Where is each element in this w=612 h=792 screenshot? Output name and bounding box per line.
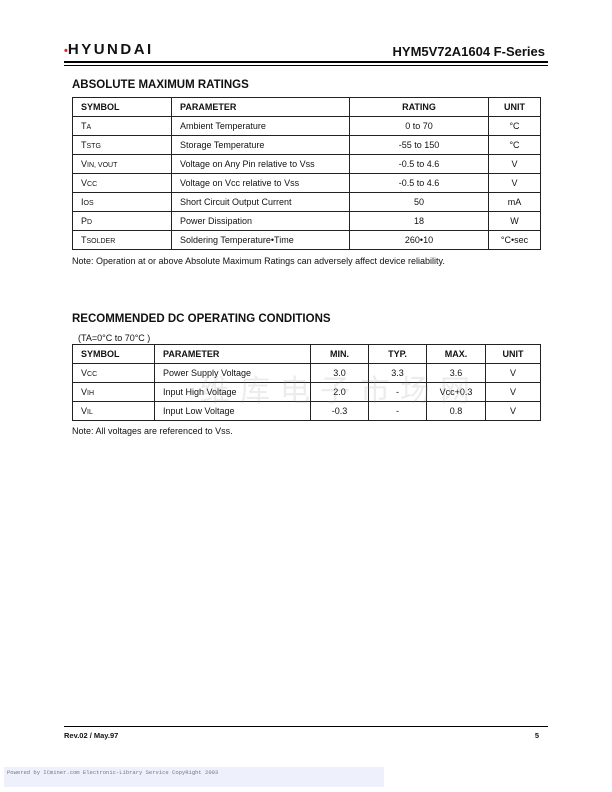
unit-cell: °C [488,135,541,155]
rating-cell: 18 [349,211,489,231]
symbol-cell: VCC [72,363,155,383]
symbol-main: T [81,235,87,245]
symbol-sub: CC [87,181,98,188]
header-rule [64,61,548,63]
symbol-main: T [81,121,87,131]
unit-cell: mA [488,192,541,212]
symbol-main: T [81,140,87,150]
table-row: IOS Short Circuit Output Current 50 mA [72,192,541,212]
table-row: VIN, VOUT Voltage on Any Pin relative to … [72,154,541,174]
symbol-sub: A [86,124,92,131]
col-symbol: SYMBOL [72,344,155,364]
unit-cell: V [485,382,541,402]
col-parameter: PARAMETER [171,97,350,117]
header-rule-thin [64,65,548,66]
col-symbol: SYMBOL [72,97,172,117]
table-row: TSTG Storage Temperature -55 to 150 °C [72,135,541,155]
symbol-main: V [81,387,88,397]
watermark: 维库电子市场网 [200,374,480,409]
min-cell: -0.3 [310,401,369,421]
parameter-cell: Short Circuit Output Current [171,192,350,212]
parameter-cell: Voltage on Any Pin relative to Vss [171,154,350,174]
table-row: VCC Voltage on Vcc relative to Vss -0.5 to… [72,173,541,193]
unit-cell: W [488,211,541,231]
symbol-cell: TSTG [72,135,172,155]
unit-cell: V [485,401,541,421]
table-row: PD Power Dissipation 18 W [72,211,541,231]
dc-cond-table: SYMBOL PARAMETER MIN. TYP. MAX. UNIT VCC… [72,344,541,421]
parameter-cell: Storage Temperature [171,135,350,155]
symbol-sub: IH [87,390,95,397]
unit-cell: °C [488,116,541,136]
symbol-cell: TSOLDER [72,230,172,250]
col-unit: UNIT [488,97,541,117]
symbol-sub: IN, VOUT [87,162,118,169]
parameter-cell: Ambient Temperature [171,116,350,136]
table-row: TA Ambient Temperature 0 to 70 °C [72,116,541,136]
rating-cell: -0.5 to 4.6 [349,173,489,193]
symbol-cell: PD [72,211,172,231]
parameter-cell: Voltage on Vcc relative to Vss [171,173,350,193]
col-rating: RATING [349,97,489,117]
symbol-main: V [81,159,88,169]
parameter-cell: Soldering Temperature•Time [171,230,350,250]
series-title: HYM5V72A1604 F-Series [392,44,545,59]
page-number: 5 [534,731,539,740]
revision: Rev.02 / May.97 [64,731,119,740]
table-row: VCC Power Supply Voltage 3.0 3.3 3.6 V [72,363,541,383]
col-max: MAX. [426,344,486,364]
symbol-cell: VIN, VOUT [72,154,172,174]
symbol-main: V [81,406,88,416]
rating-cell: 260•10 [349,230,489,250]
dc-cond-note: Note: All voltages are referenced to Vss… [72,426,233,436]
dc-cond-title: RECOMMENDED DC OPERATING CONDITIONS [72,313,331,325]
symbol-sub: D [87,219,93,226]
footer-rule [64,726,548,727]
powered-by-banner: Powered by ICminer.com Electronic-Librar… [4,767,384,787]
hyundai-logo: •HYUNDAI [64,41,154,58]
rating-cell: -55 to 150 [349,135,489,155]
unit-cell: V [488,173,541,193]
table-row: VIL Input Low Voltage -0.3-0.8 V [72,401,541,421]
abs-max-note: Note: Operation at or above Absolute Max… [72,256,445,266]
symbol-cell: IOS [72,192,172,212]
rating-cell: -0.5 to 4.6 [349,154,489,174]
symbol-cell: VIL [72,401,155,421]
rating-cell: 50 [349,192,489,212]
table-row: TSOLDER Soldering Temperature•Time 260•10 °… [72,230,541,250]
col-min: MIN. [310,344,369,364]
parameter-cell: Power Dissipation [171,211,350,231]
unit-cell: V [488,154,541,174]
dc-cond-condition: (TA=0°C to 70°C ) [78,333,151,343]
col-unit: UNIT [485,344,541,364]
symbol-main: P [81,216,88,226]
unit-cell: °C•sec [488,230,541,250]
symbol-sub: OS [83,200,94,207]
symbol-cell: TA [72,116,172,136]
unit-cell: V [485,363,541,383]
symbol-sub: STG [86,143,101,150]
col-typ: TYP. [368,344,427,364]
symbol-main: V [81,178,88,188]
abs-max-title: ABSOLUTE MAXIMUM RATINGS [72,79,249,91]
rating-cell: 0 to 70 [349,116,489,136]
symbol-cell: VCC [72,173,172,193]
col-parameter: PARAMETER [154,344,311,364]
symbol-main: I [81,197,84,207]
symbol-main: V [81,368,88,378]
symbol-cell: VIH [72,382,155,402]
symbol-sub: IL [87,409,93,416]
symbol-sub: SOLDER [86,238,116,245]
abs-max-table: SYMBOL PARAMETER RATING UNIT TA Ambient T… [72,97,541,250]
symbol-sub: CC [87,371,98,378]
